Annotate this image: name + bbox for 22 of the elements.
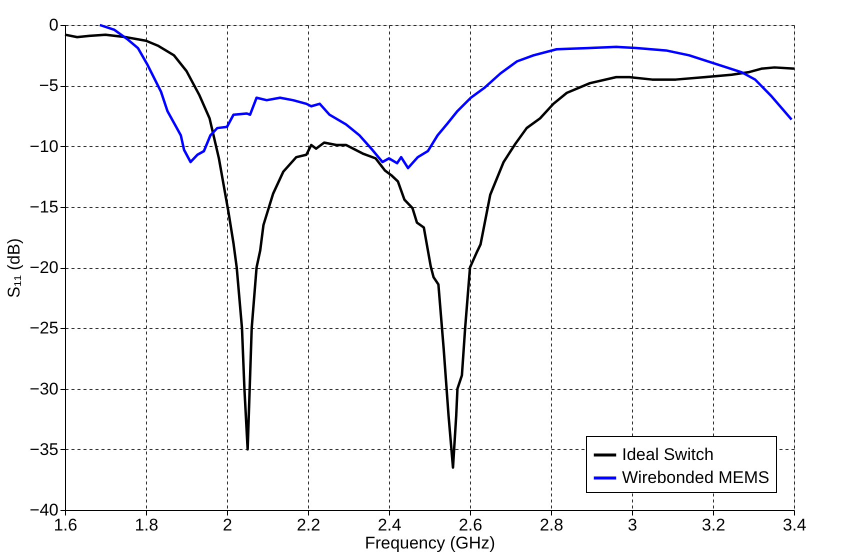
x-tick-label: 1.8 bbox=[134, 516, 158, 534]
legend-label: Wirebonded MEMS bbox=[622, 468, 770, 487]
y-tick-label: −35 bbox=[30, 440, 58, 459]
y-tick-label: −15 bbox=[30, 197, 58, 216]
y-axis-title: S₁₁ (dB) bbox=[4, 238, 24, 298]
y-tick-label: 0 bbox=[49, 16, 58, 34]
x-tick-label: 3.4 bbox=[782, 516, 806, 534]
x-tick-label: 2.4 bbox=[378, 516, 402, 534]
x-tick-label: 3 bbox=[628, 516, 638, 534]
x-axis-title: Frequency (GHz) bbox=[364, 534, 496, 552]
x-tick-label: 2.6 bbox=[458, 516, 482, 534]
legend-label: Ideal Switch bbox=[622, 445, 714, 464]
x-tick-label: 3.2 bbox=[702, 516, 726, 534]
x-tick-label: 2.8 bbox=[540, 516, 564, 534]
x-tick-label: 2 bbox=[222, 516, 232, 534]
y-tick-label: −30 bbox=[30, 379, 58, 398]
y-tick-label: −20 bbox=[30, 258, 58, 277]
y-tick-label: −25 bbox=[30, 318, 58, 338]
y-tick-label: −5 bbox=[39, 76, 58, 96]
x-tick-label: 2.2 bbox=[296, 516, 320, 534]
line-series bbox=[98, 24, 793, 170]
y-tick-label: −10 bbox=[30, 136, 58, 156]
